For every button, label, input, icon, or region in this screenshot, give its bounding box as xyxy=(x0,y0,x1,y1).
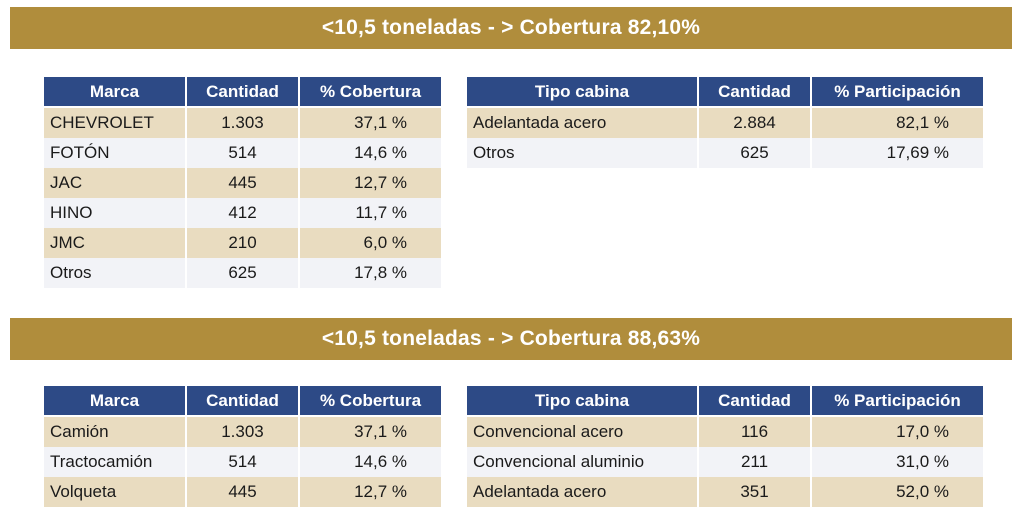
cell-tipo-cabina: Adelantada acero xyxy=(467,477,697,507)
cell-marca: Camión xyxy=(44,417,185,447)
marca-table-2: Marca Cantidad % Cobertura Camión 1.303 … xyxy=(42,386,443,507)
cell-participacion: 82,1 % xyxy=(812,108,983,138)
header-cantidad: Cantidad xyxy=(187,386,298,417)
table-row: FOTÓN 514 14,6 % xyxy=(44,138,441,168)
cell-participacion: 17,0 % xyxy=(812,417,983,447)
header-participacion: % Participación xyxy=(812,77,983,108)
cell-participacion: 52,0 % xyxy=(812,477,983,507)
header-marca: Marca xyxy=(44,77,185,108)
cell-cobertura: 37,1 % xyxy=(300,417,441,447)
cell-cantidad: 445 xyxy=(187,477,298,507)
cell-cantidad: 116 xyxy=(699,417,810,447)
cell-marca: JAC xyxy=(44,168,185,198)
cell-cobertura: 12,7 % xyxy=(300,168,441,198)
cell-marca: CHEVROLET xyxy=(44,108,185,138)
table-row: Otros 625 17,69 % xyxy=(467,138,983,168)
table-row: Adelantada acero 2.884 82,1 % xyxy=(467,108,983,138)
table-header-row: Marca Cantidad % Cobertura xyxy=(44,386,441,417)
table-header-row: Marca Cantidad % Cobertura xyxy=(44,77,441,108)
header-cantidad: Cantidad xyxy=(699,386,810,417)
cell-participacion: 31,0 % xyxy=(812,447,983,477)
section-1-banner: <10,5 toneladas - > Cobertura 82,10% xyxy=(10,7,1012,49)
table-row: Camión 1.303 37,1 % xyxy=(44,417,441,447)
table-row: JMC 210 6,0 % xyxy=(44,228,441,258)
cell-cobertura: 6,0 % xyxy=(300,228,441,258)
cell-marca: Volqueta xyxy=(44,477,185,507)
cell-marca: Tractocamión xyxy=(44,447,185,477)
header-cobertura: % Cobertura xyxy=(300,386,441,417)
header-cantidad: Cantidad xyxy=(699,77,810,108)
table-row: Otros 625 17,8 % xyxy=(44,258,441,288)
section-2-banner: <10,5 toneladas - > Cobertura 88,63% xyxy=(10,318,1012,360)
cell-cantidad: 1.303 xyxy=(187,417,298,447)
cell-cantidad: 351 xyxy=(699,477,810,507)
cell-cantidad: 445 xyxy=(187,168,298,198)
cabina-table-2: Tipo cabina Cantidad % Participación Con… xyxy=(465,386,985,507)
cell-tipo-cabina: Convencional acero xyxy=(467,417,697,447)
cell-marca: FOTÓN xyxy=(44,138,185,168)
cell-tipo-cabina: Otros xyxy=(467,138,697,168)
cell-cantidad: 210 xyxy=(187,228,298,258)
cabina-table-1: Tipo cabina Cantidad % Participación Ade… xyxy=(465,77,985,168)
header-cantidad: Cantidad xyxy=(187,77,298,108)
table-row: HINO 412 11,7 % xyxy=(44,198,441,228)
cell-marca: HINO xyxy=(44,198,185,228)
table-row: JAC 445 12,7 % xyxy=(44,168,441,198)
table-row: Tractocamión 514 14,6 % xyxy=(44,447,441,477)
cell-cantidad: 625 xyxy=(187,258,298,288)
header-cobertura: % Cobertura xyxy=(300,77,441,108)
cell-cantidad: 1.303 xyxy=(187,108,298,138)
table-header-row: Tipo cabina Cantidad % Participación xyxy=(467,77,983,108)
header-marca: Marca xyxy=(44,386,185,417)
cell-marca: JMC xyxy=(44,228,185,258)
header-tipo-cabina: Tipo cabina xyxy=(467,386,697,417)
cell-tipo-cabina: Adelantada acero xyxy=(467,108,697,138)
cell-cobertura: 14,6 % xyxy=(300,138,441,168)
cell-cantidad: 514 xyxy=(187,138,298,168)
header-tipo-cabina: Tipo cabina xyxy=(467,77,697,108)
section-2-title: <10,5 toneladas - > Cobertura 88,63% xyxy=(321,327,701,350)
cell-cantidad: 625 xyxy=(699,138,810,168)
table-row: Adelantada acero 351 52,0 % xyxy=(467,477,983,507)
table-row: Convencional aluminio 211 31,0 % xyxy=(467,447,983,477)
table-row: Volqueta 445 12,7 % xyxy=(44,477,441,507)
marca-table-1: Marca Cantidad % Cobertura CHEVROLET 1.3… xyxy=(42,77,443,288)
cell-cantidad: 514 xyxy=(187,447,298,477)
cell-cobertura: 14,6 % xyxy=(300,447,441,477)
cell-cobertura: 11,7 % xyxy=(300,198,441,228)
cell-cantidad: 412 xyxy=(187,198,298,228)
table-header-row: Tipo cabina Cantidad % Participación xyxy=(467,386,983,417)
section-1-title: <10,5 toneladas - > Cobertura 82,10% xyxy=(321,16,701,39)
header-participacion: % Participación xyxy=(812,386,983,417)
cell-cantidad: 211 xyxy=(699,447,810,477)
cell-cobertura: 17,8 % xyxy=(300,258,441,288)
cell-cobertura: 37,1 % xyxy=(300,108,441,138)
cell-marca: Otros xyxy=(44,258,185,288)
table-row: CHEVROLET 1.303 37,1 % xyxy=(44,108,441,138)
table-row: Convencional acero 116 17,0 % xyxy=(467,417,983,447)
cell-tipo-cabina: Convencional aluminio xyxy=(467,447,697,477)
cell-participacion: 17,69 % xyxy=(812,138,983,168)
cell-cobertura: 12,7 % xyxy=(300,477,441,507)
cell-cantidad: 2.884 xyxy=(699,108,810,138)
